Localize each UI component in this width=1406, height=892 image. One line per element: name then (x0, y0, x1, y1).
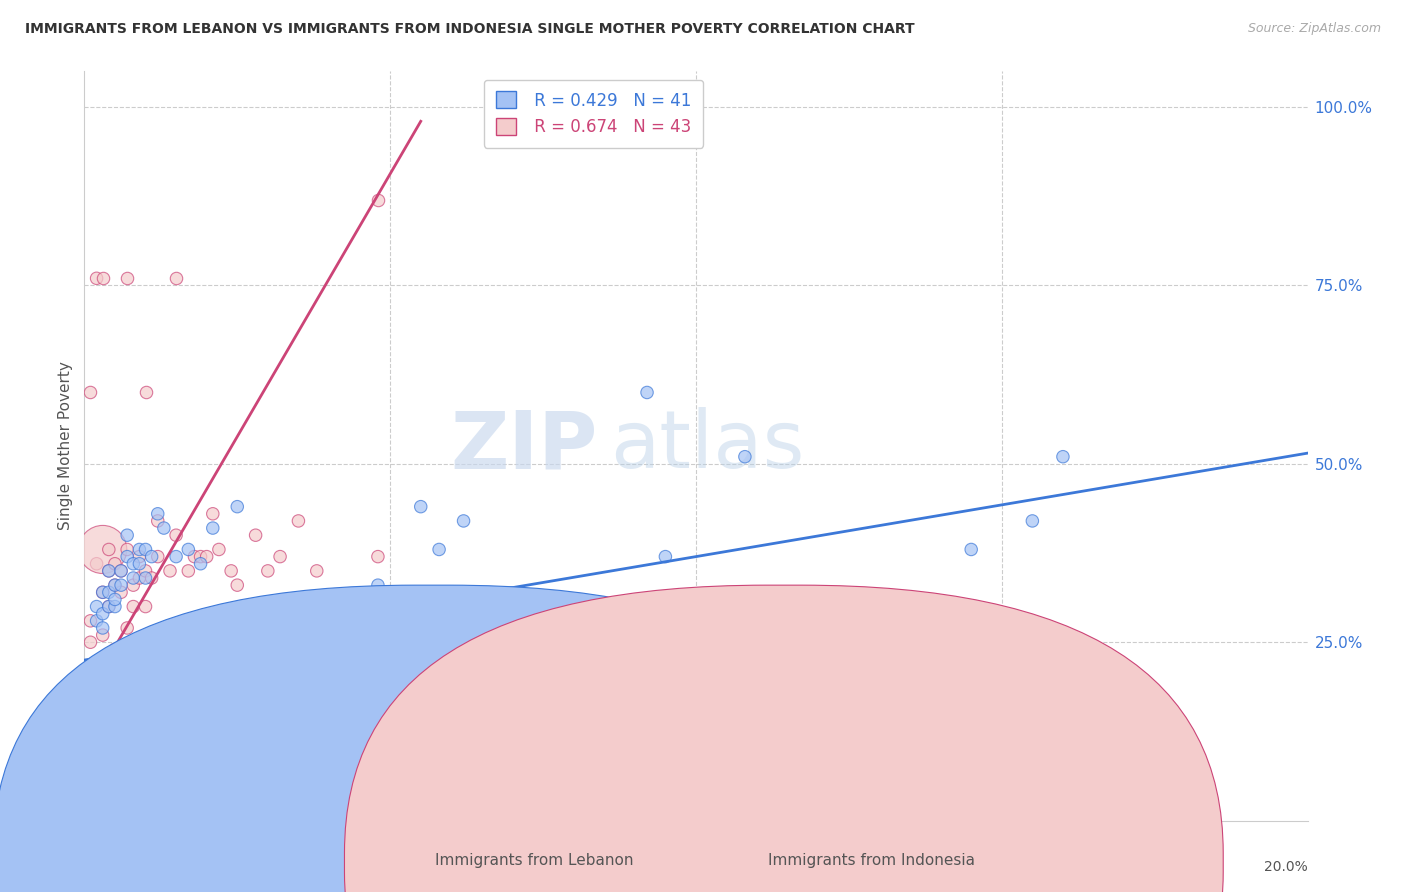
Y-axis label: Single Mother Poverty: Single Mother Poverty (58, 361, 73, 531)
Point (305, 564, 328, 578)
Point (367, 578, 389, 592)
Point (190, 557, 212, 571)
Point (91, 542, 114, 557)
Point (195, 549, 218, 564)
Text: Immigrants from Indonesia: Immigrants from Indonesia (768, 854, 976, 868)
Point (201, 507, 224, 521)
Point (153, 521, 176, 535)
Point (86, 271, 108, 285)
Point (110, 564, 132, 578)
Point (287, 514, 309, 528)
Text: Source: ZipAtlas.com: Source: ZipAtlas.com (1247, 22, 1381, 36)
Point (97, 564, 120, 578)
Text: Immigrants from Lebanon: Immigrants from Lebanon (434, 854, 634, 868)
Point (122, 599, 145, 614)
Point (141, 549, 163, 564)
Point (190, 549, 212, 564)
Point (135, 599, 157, 614)
Point (135, 571, 157, 585)
Point (97, 542, 120, 557)
Point (269, 549, 291, 564)
Point (135, 564, 157, 578)
Point (86, 599, 108, 614)
Point (104, 642, 127, 657)
Text: atlas: atlas (610, 407, 804, 485)
Point (97, 585, 120, 599)
Point (79, 614, 101, 628)
Point (79, 756, 101, 771)
Point (128, 549, 150, 564)
Point (135, 385, 157, 400)
Point (110, 578, 132, 592)
Point (86, 557, 108, 571)
Point (257, 564, 280, 578)
Text: 20.0%: 20.0% (1264, 860, 1308, 873)
Point (409, 500, 432, 514)
Text: ZIP: ZIP (451, 407, 598, 485)
Point (79, 635, 101, 649)
Point (104, 592, 127, 607)
Point (115, 271, 138, 285)
Point (146, 514, 169, 528)
Point (104, 599, 127, 614)
Point (165, 528, 187, 542)
Point (128, 542, 150, 557)
Point (427, 542, 450, 557)
Point (135, 542, 157, 557)
Point (91, 585, 114, 599)
Point (226, 500, 249, 514)
Point (1052, 450, 1074, 464)
Point (122, 578, 145, 592)
Point (97, 564, 120, 578)
Point (960, 542, 983, 557)
Point (91, 271, 114, 285)
Point (122, 557, 145, 571)
Point (110, 564, 132, 578)
Point (128, 557, 150, 571)
Point (1021, 514, 1043, 528)
Point (91, 607, 114, 621)
Point (367, 193, 389, 207)
Point (91, 628, 114, 642)
Point (208, 542, 231, 557)
Text: 0.0%: 0.0% (84, 860, 120, 873)
Point (104, 557, 127, 571)
Point (115, 549, 138, 564)
Point (219, 564, 242, 578)
Point (159, 564, 181, 578)
Text: IMMIGRANTS FROM LEBANON VS IMMIGRANTS FROM INDONESIA SINGLE MOTHER POVERTY CORRE: IMMIGRANTS FROM LEBANON VS IMMIGRANTS FR… (25, 22, 915, 37)
Point (226, 578, 249, 592)
Point (636, 385, 658, 400)
Point (97, 599, 120, 614)
Point (146, 549, 169, 564)
Point (367, 549, 389, 564)
Point (86, 614, 108, 628)
Point (128, 571, 150, 585)
Point (177, 542, 200, 557)
Point (110, 585, 132, 599)
Point (104, 578, 127, 592)
Point (654, 549, 676, 564)
Legend:  R = 0.429   N = 41,  R = 0.674   N = 43: R = 0.429 N = 41, R = 0.674 N = 43 (484, 79, 703, 148)
Point (115, 542, 138, 557)
Point (165, 271, 187, 285)
Point (245, 528, 267, 542)
Point (183, 549, 205, 564)
Point (177, 564, 200, 578)
Point (453, 514, 475, 528)
Point (734, 450, 756, 464)
Point (104, 578, 127, 592)
Point (165, 549, 187, 564)
Point (97, 599, 120, 614)
Point (115, 528, 138, 542)
Point (79, 385, 101, 400)
Point (122, 571, 145, 585)
Point (115, 621, 138, 635)
Point (79, 778, 101, 792)
Point (91, 585, 114, 599)
Point (141, 571, 163, 585)
Point (146, 507, 169, 521)
Point (201, 521, 224, 535)
Point (91, 621, 114, 635)
